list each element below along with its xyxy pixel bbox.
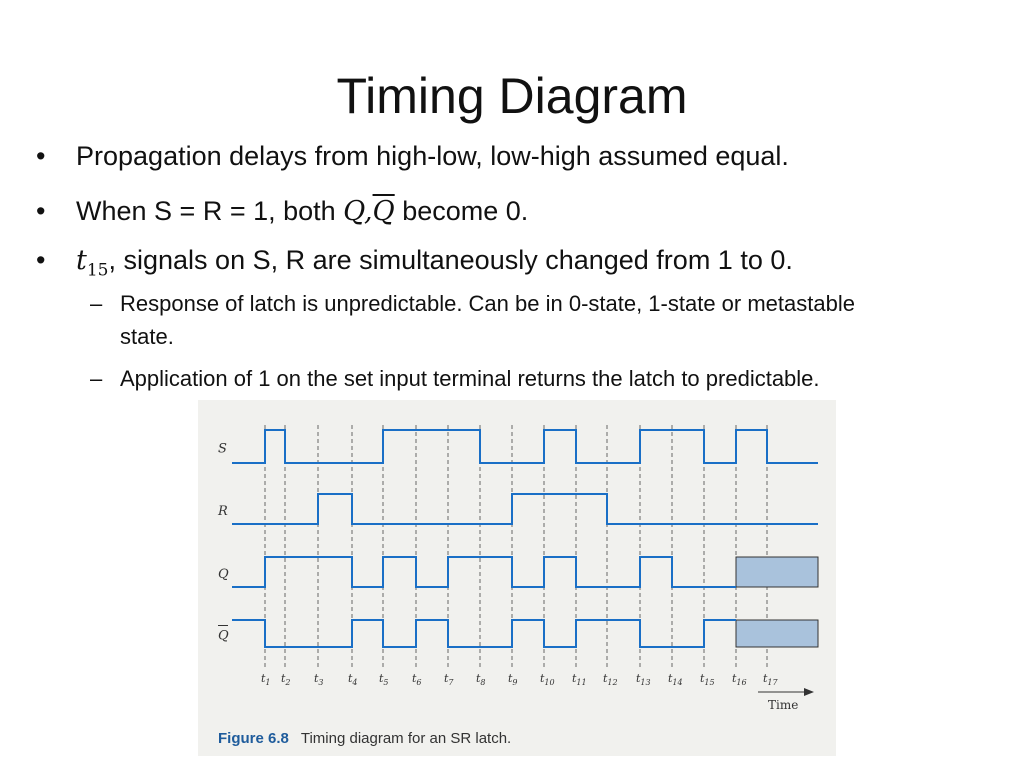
figure-caption: Figure 6.8 Timing diagram for an SR latch… — [218, 730, 511, 747]
figure-caption-text: Timing diagram for an SR latch. — [300, 730, 512, 747]
bullet-text-post: , signals on S, R are simultaneously cha… — [108, 245, 793, 275]
time-tick-label: t17 — [763, 672, 779, 687]
bullet-dot: • — [36, 196, 46, 226]
math-t: t — [76, 245, 87, 276]
waveform-q — [232, 557, 818, 587]
waveform-r — [232, 493, 818, 525]
waveform-s — [232, 429, 818, 464]
subbullet-dash: – — [90, 291, 103, 316]
time-tick-label: t15 — [700, 672, 715, 687]
time-tick-label: t14 — [668, 672, 683, 687]
slide-title: Timing Diagram — [336, 68, 688, 124]
time-tick-label: t5 — [379, 672, 389, 687]
subbullet-text: Response of latch is unpredictable. Can … — [120, 291, 855, 349]
undefined-state-region — [735, 619, 819, 648]
signal-label: R — [217, 504, 228, 519]
time-tick-label: t3 — [314, 672, 324, 687]
math-q-bar: Q — [372, 196, 395, 227]
signal-label: Q — [218, 629, 229, 644]
timing-diagram: S R Q Qt1 t2 t3 t4 t5 t6 t7 t8 t9 t10 t11 t12 t13 t14 t15… — [217, 425, 836, 712]
time-tick-label: t6 — [412, 672, 422, 687]
time-arrow-head — [804, 688, 814, 696]
bullet-dot: • — [36, 141, 46, 171]
bullet-text-post: become 0. — [394, 196, 529, 226]
time-tick-label: t12 — [603, 672, 618, 687]
time-tick-label: t13 — [636, 672, 651, 687]
undefined-state-region — [735, 556, 819, 588]
bullet-text: t15, signals on S, R are simultaneously … — [76, 243, 793, 287]
bullet-dot: • — [36, 245, 46, 275]
time-tick-label: t16 — [732, 672, 747, 687]
waveform-qbar — [232, 620, 818, 647]
time-axis-label: Time — [768, 698, 798, 712]
time-tick-label: t8 — [476, 672, 486, 687]
time-tick-label: t11 — [572, 672, 587, 687]
time-tick-label: t9 — [508, 672, 518, 687]
bullet-text: Propagation delays from high-low, low-hi… — [76, 141, 789, 171]
time-tick-label: t1 — [261, 672, 271, 687]
time-tick-label: t10 — [540, 672, 555, 687]
subbullet-text: Application of 1 on the set input termin… — [120, 366, 820, 391]
bullet-text-pre: When S = R = 1, both — [76, 196, 344, 226]
math-subscript: 15 — [86, 260, 109, 281]
bullet-text: When S = R = 1, both Q,Q become 0. — [76, 194, 528, 229]
math-q: Q — [343, 196, 364, 227]
subbullet-dash: – — [90, 366, 103, 391]
time-tick-label: t4 — [348, 672, 358, 687]
time-tick-label: t2 — [281, 672, 291, 687]
figure-caption-label: Figure 6.8 — [218, 730, 289, 747]
signal-label: S — [218, 442, 227, 457]
math-sep: , — [363, 196, 373, 227]
time-tick-label: t7 — [444, 672, 454, 687]
signal-label: Q — [218, 567, 229, 582]
